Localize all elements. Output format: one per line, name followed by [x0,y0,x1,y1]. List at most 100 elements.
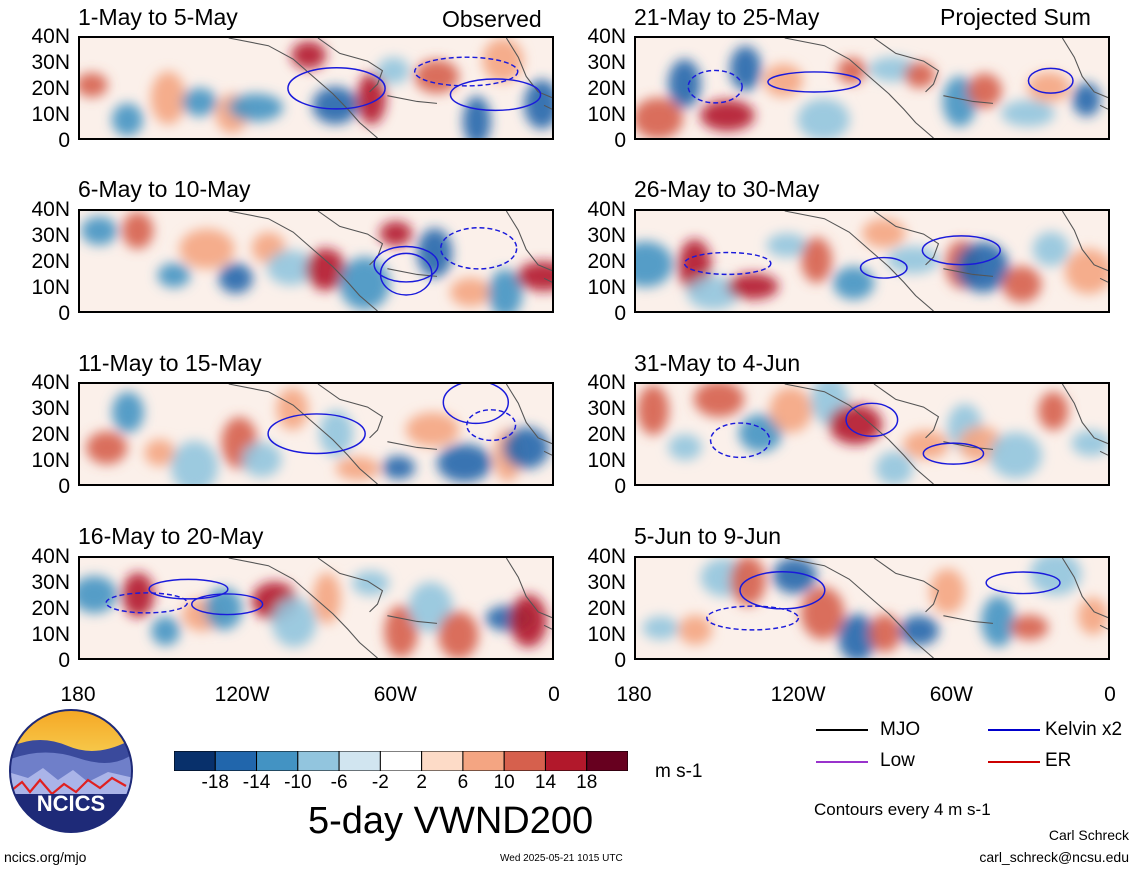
colorbar-tick-label: -6 [330,772,348,793]
colorbar-swatch [256,750,299,772]
colorbar-swatch [214,750,258,772]
y-tick-label: 0 [58,302,70,325]
y-tick-label: 40N [31,371,70,394]
panel-title: 1-May to 5-May [78,4,238,30]
y-tick-label: 0 [614,475,626,498]
colorbar-swatch [586,750,629,772]
legend-kelvin-label: Kelvin x2 [1045,719,1123,740]
y-tick-label: 30N [31,397,70,420]
colorbar-swatch [338,750,381,772]
ncics-logo: NCICS [8,708,134,834]
x-tick-label: 120W [770,683,826,706]
y-tick-label: 30N [587,571,626,594]
y-tick-label: 20N [587,77,626,100]
map-panel [634,382,1110,486]
colorbar-swatch [297,750,340,772]
map-panel [634,36,1110,140]
observed-tag: Observed [442,6,542,32]
x-tick-label: 120W [214,683,270,706]
y-tick-label: 20N [31,423,70,446]
map-panel [78,209,554,313]
y-tick-label: 20N [587,597,626,620]
colorbar-tick-label: -18 [201,772,229,793]
y-tick-label: 10N [31,449,70,472]
footer-author: Carl Schreck [1048,827,1129,843]
x-tick-label: 60W [373,683,417,706]
colorbar-unit: m s-1 [655,761,703,782]
y-tick-label: 0 [614,129,626,152]
colorbar-tick-label: -14 [242,772,271,793]
contour-note: Contours every 4 m s-1 [814,800,991,819]
y-tick-label: 10N [587,449,626,472]
y-tick-label: 10N [587,623,626,646]
footer-email[interactable]: carl_schreck@ncsu.edu [979,849,1129,865]
y-tick-label: 10N [31,103,70,126]
y-tick-label: 10N [587,276,626,299]
colorbar-swatch [503,750,546,772]
panel-title: 31-May to 4-Jun [634,350,801,376]
y-tick-label: 40N [31,25,70,48]
colorbar-tick-label: 10 [493,772,515,793]
colorbar-swatch [462,750,505,772]
y-tick-label: 40N [31,198,70,221]
colorbar-swatch [173,750,216,772]
y-tick-label: 40N [587,545,626,568]
colorbar-tick-label: -10 [284,772,312,793]
colorbar-tick-label: 14 [534,772,557,793]
y-tick-label: 0 [614,649,626,672]
panel-title: 6-May to 10-May [78,176,251,202]
y-tick-label: 30N [31,224,70,247]
logo-text: NCICS [37,791,105,816]
colorbar-swatch [379,750,423,772]
y-tick-label: 40N [587,25,626,48]
y-tick-label: 40N [587,198,626,221]
y-tick-label: 20N [31,77,70,100]
map-panel [78,36,554,140]
y-tick-label: 0 [58,129,70,152]
map-panel [634,556,1110,660]
colorbar-swatch [544,750,588,772]
projected-tag: Projected Sum [940,4,1091,30]
footer-url[interactable]: ncics.org/mjo [4,849,87,865]
y-tick-label: 30N [31,51,70,74]
y-tick-label: 30N [587,51,626,74]
figure-title: 5-day VWND200 [308,800,594,842]
legend-mjo-label: MJO [880,719,921,740]
y-tick-label: 20N [31,250,70,273]
y-tick-label: 10N [31,276,70,299]
y-tick-label: 30N [587,397,626,420]
panel-title: 16-May to 20-May [78,523,264,549]
y-tick-label: 0 [614,302,626,325]
panel-title: 11-May to 15-May [78,350,262,376]
y-tick-label: 10N [587,103,626,126]
y-tick-label: 40N [587,371,626,394]
map-panel [78,382,554,486]
y-tick-label: 0 [58,475,70,498]
footer-timestamp: Wed 2025-05-21 1015 UTC [500,853,623,864]
map-panel [78,556,554,660]
panel-title: 26-May to 30-May [634,176,820,202]
x-tick-label: 0 [1104,683,1116,706]
y-tick-label: 20N [587,250,626,273]
y-tick-label: 20N [587,423,626,446]
x-tick-label: 180 [616,683,652,706]
x-tick-label: 60W [929,683,973,706]
colorbar [173,750,629,776]
y-tick-label: 30N [587,224,626,247]
y-tick-label: 30N [31,571,70,594]
y-tick-label: 0 [58,649,70,672]
panel-title: 21-May to 25-May [634,4,820,30]
x-tick-label: 180 [60,683,96,706]
legend-low-label: Low [880,750,915,771]
colorbar-tick-label: 6 [457,772,469,793]
colorbar-tick-label: 18 [576,772,598,793]
y-tick-label: 20N [31,597,70,620]
y-tick-label: 40N [31,545,70,568]
y-tick-label: 10N [31,623,70,646]
panel-title: 5-Jun to 9-Jun [634,523,782,549]
colorbar-tick-label: 2 [416,772,427,793]
legend-er-label: ER [1045,750,1072,771]
x-tick-label: 0 [548,683,560,706]
colorbar-tick-label: -2 [371,772,389,793]
colorbar-swatch [421,750,464,772]
